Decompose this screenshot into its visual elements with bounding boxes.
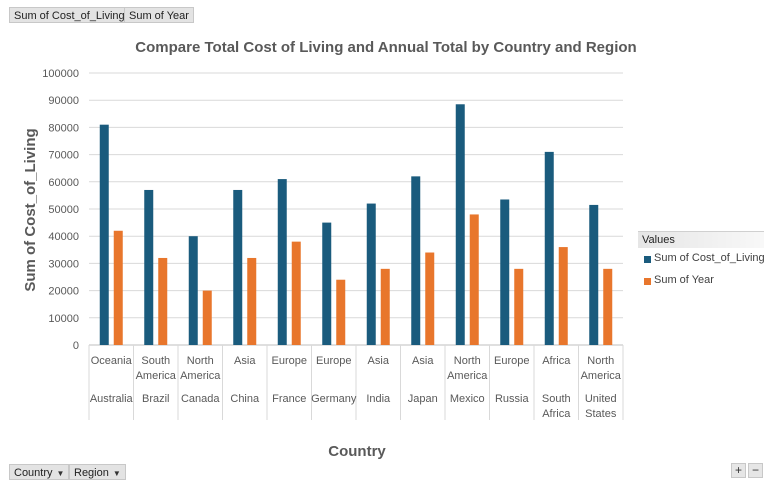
- bar-cost-of-living[interactable]: [455, 104, 465, 345]
- bar-cost-of-living[interactable]: [188, 236, 198, 345]
- legend-swatch: [644, 278, 651, 285]
- legend-item-year: Sum of Year: [638, 270, 764, 292]
- y-axis-ticks: 0 10000 20000 30000 40000 50000 60000 70000 8000…: [42, 68, 79, 352]
- x-country-label: Australia: [90, 393, 134, 405]
- bar-year[interactable]: [425, 252, 435, 345]
- x-region-label: Asia: [412, 355, 434, 367]
- y-tick-label: 0: [73, 340, 79, 352]
- x-country-label: China: [230, 393, 260, 405]
- x-region-label: Africa: [542, 355, 571, 367]
- x-country-label: Brazil: [142, 393, 170, 405]
- x-region-label: Europe: [316, 355, 351, 367]
- legend-label: Sum of Cost_of_Living: [654, 252, 765, 264]
- bar-year[interactable]: [380, 268, 390, 345]
- gridlines: [89, 72, 623, 346]
- bar-cost-of-living[interactable]: [277, 179, 287, 345]
- x-region-label: America: [180, 370, 221, 382]
- x-region-label: America: [581, 370, 622, 382]
- y-tick-label: 40000: [48, 231, 79, 243]
- x-country-label: States: [585, 408, 617, 420]
- value-field-year-button[interactable]: Sum of Year: [124, 7, 194, 23]
- bar-year[interactable]: [113, 230, 123, 345]
- bar-cost-of-living[interactable]: [99, 124, 109, 346]
- x-country-label: United: [585, 393, 617, 405]
- y-tick-label: 90000: [48, 95, 79, 107]
- x-region-label: Asia: [234, 355, 256, 367]
- x-country-label: Canada: [181, 393, 220, 405]
- legend-item-cost-of-living: Sum of Cost_of_Living: [638, 248, 765, 270]
- dropdown-arrow-icon: ▼: [56, 469, 65, 478]
- bar-cost-of-living[interactable]: [589, 204, 599, 345]
- y-tick-label: 70000: [48, 150, 79, 162]
- legend-header[interactable]: Values: [638, 231, 764, 248]
- bar-cost-of-living[interactable]: [144, 189, 154, 345]
- y-tick-label: 30000: [48, 258, 79, 270]
- dropdown-arrow-icon: ▼: [112, 469, 121, 478]
- value-field-cost-of-living-button[interactable]: Sum of Cost_of_Living: [9, 7, 130, 23]
- bar-cost-of-living[interactable]: [233, 189, 243, 345]
- bar-year[interactable]: [514, 268, 524, 345]
- expand-plus-icon[interactable]: +: [731, 463, 746, 478]
- x-axis-label: Country: [328, 443, 386, 460]
- x-region-label: America: [136, 370, 177, 382]
- bar-year[interactable]: [336, 279, 346, 345]
- x-region-label: Europe: [494, 355, 529, 367]
- legend-label: Sum of Year: [654, 274, 714, 286]
- x-country-label: Mexico: [450, 393, 485, 405]
- bar-cost-of-living[interactable]: [322, 222, 332, 345]
- bar-cost-of-living[interactable]: [366, 203, 376, 345]
- x-country-label: Japan: [408, 393, 438, 405]
- x-country-label: India: [366, 393, 391, 405]
- y-tick-label: 10000: [48, 313, 79, 325]
- y-tick-label: 100000: [42, 68, 79, 80]
- row-field-country-button[interactable]: Country ▼: [9, 464, 70, 480]
- x-region-label: North: [187, 355, 214, 367]
- x-country-label: South: [542, 393, 571, 405]
- collapse-minus-icon[interactable]: −: [748, 463, 763, 478]
- x-region-label: Asia: [368, 355, 390, 367]
- bar-cost-of-living[interactable]: [500, 199, 510, 345]
- row-field-label: Region: [74, 467, 109, 479]
- row-field-label: Country: [14, 467, 53, 479]
- x-country-label: Russia: [495, 393, 530, 405]
- y-tick-label: 80000: [48, 122, 79, 134]
- bar-year[interactable]: [247, 257, 257, 345]
- legend-swatch: [644, 256, 651, 263]
- bar-cost-of-living[interactable]: [544, 151, 554, 345]
- bar-year[interactable]: [603, 268, 613, 345]
- x-region-label: North: [587, 355, 614, 367]
- x-country-label: Germany: [311, 393, 357, 405]
- y-tick-label: 20000: [48, 286, 79, 298]
- x-country-label: Africa: [542, 408, 571, 420]
- x-axis: Oceania Australia South America Brazil North A…: [88, 345, 624, 420]
- bar-year[interactable]: [158, 257, 168, 345]
- bars: [99, 104, 613, 346]
- x-country-label: France: [272, 393, 306, 405]
- bar-year[interactable]: [469, 214, 479, 345]
- x-region-label: America: [447, 370, 488, 382]
- bar-year[interactable]: [558, 247, 568, 345]
- x-region-label: Oceania: [91, 355, 133, 367]
- chart-title: Compare Total Cost of Living and Annual …: [135, 39, 636, 56]
- legend: Values Sum of Cost_of_Living Sum of Year: [638, 231, 765, 292]
- y-axis-label: Sum of Cost_of_Living: [22, 128, 39, 291]
- y-tick-label: 50000: [48, 204, 79, 216]
- row-field-region-button[interactable]: Region ▼: [69, 464, 126, 480]
- y-tick-label: 60000: [48, 177, 79, 189]
- x-region-label: Europe: [272, 355, 307, 367]
- x-region-label: North: [454, 355, 481, 367]
- bar-year[interactable]: [202, 290, 212, 345]
- bar-year[interactable]: [291, 241, 301, 345]
- bar-cost-of-living[interactable]: [411, 176, 421, 345]
- x-region-label: South: [141, 355, 170, 367]
